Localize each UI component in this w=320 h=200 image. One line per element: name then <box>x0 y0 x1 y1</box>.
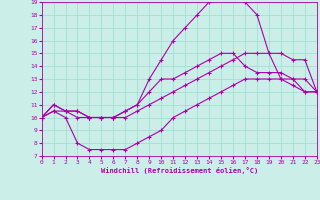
X-axis label: Windchill (Refroidissement éolien,°C): Windchill (Refroidissement éolien,°C) <box>100 167 258 174</box>
